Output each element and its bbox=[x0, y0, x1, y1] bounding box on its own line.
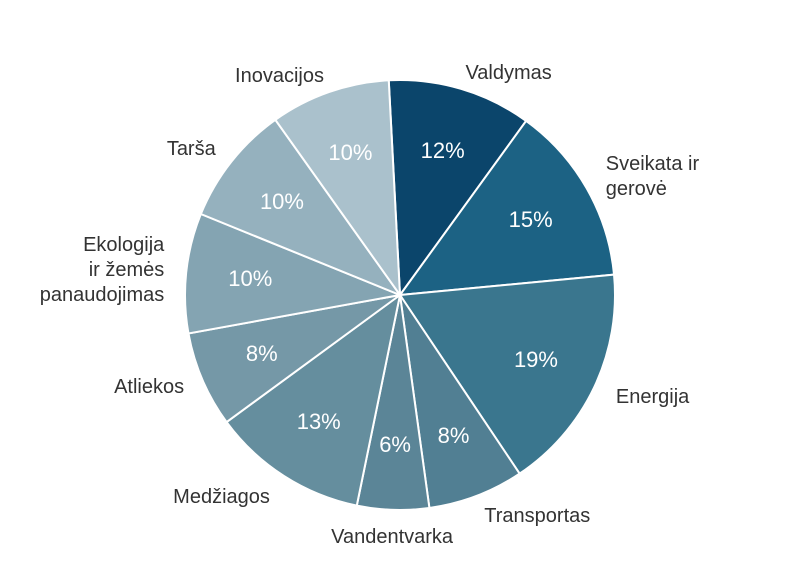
pie-svg bbox=[0, 0, 800, 586]
pie-chart: 12%Valdymas15%Sveikata ir gerovė19%Energ… bbox=[0, 0, 800, 586]
